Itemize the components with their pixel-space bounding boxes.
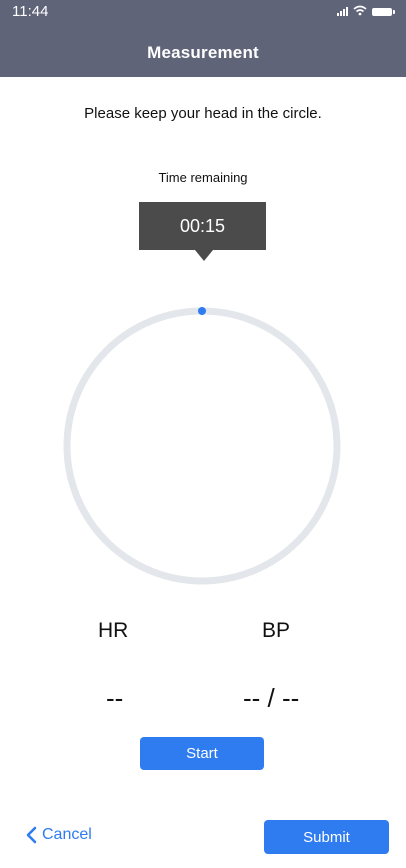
bp-label: BP [262, 619, 291, 642]
timer-value: 00:15 [179, 215, 226, 236]
cancel-button-label: Cancel [42, 826, 92, 843]
status-time: 11:44 [12, 3, 49, 20]
bp-value: -- / -- [243, 683, 300, 713]
start-button-label: Start [186, 745, 218, 762]
start-button[interactable]: Start [140, 737, 264, 770]
progress-indicator-dot [198, 307, 206, 315]
battery-icon [372, 8, 395, 16]
cancel-button[interactable]: Cancel [24, 826, 92, 844]
signal-icon [337, 6, 348, 16]
time-remaining-label: Time remaining [158, 170, 248, 185]
progress-ring-track [63, 307, 341, 585]
timer-display: 00:15 [139, 202, 266, 250]
hr-value: -- [106, 683, 124, 713]
chevron-left-icon [26, 826, 37, 844]
submit-button[interactable]: Submit [264, 820, 389, 854]
nav-header: 11:44 Measurement [0, 0, 406, 77]
submit-button-label: Submit [303, 828, 350, 846]
page-title: Measurement [147, 43, 259, 62]
hr-label: HR [98, 619, 129, 642]
status-icons [337, 5, 395, 16]
instruction-text: Please keep your head in the circle. [84, 105, 322, 122]
face-circle [62, 306, 342, 586]
timer-pointer [195, 250, 213, 261]
wifi-icon [353, 5, 367, 16]
